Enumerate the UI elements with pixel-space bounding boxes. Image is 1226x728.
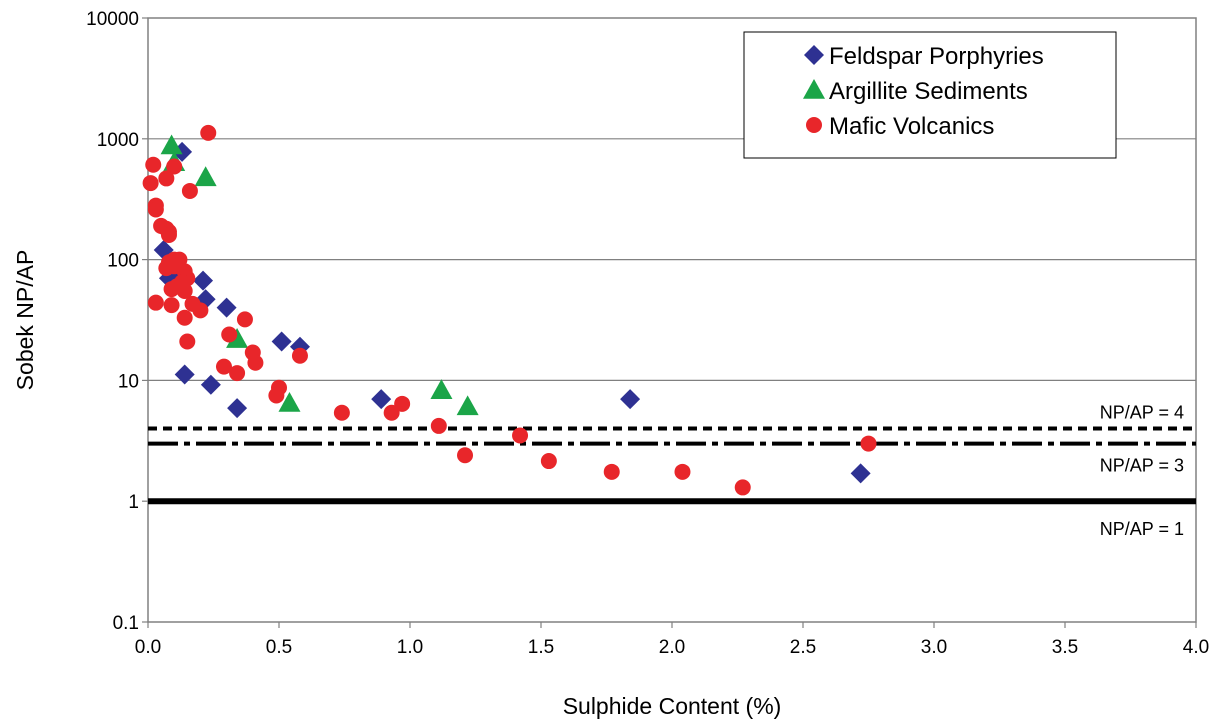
x-axis-ticks: 0.0 0.5 1.0 1.5 2.0 2.5 3.0 3.5 4.0 [135,622,1209,658]
data-point [176,309,193,326]
data-point [540,453,557,470]
data-point [145,156,162,173]
legend-marker [803,79,825,99]
data-point [200,124,217,141]
data-point [236,311,253,328]
series-2 [160,134,479,416]
legend-label: Feldspar Porphyries [829,43,1044,70]
x-tick-label: 4.0 [1183,637,1209,658]
data-point [383,404,400,421]
data-points [142,124,877,496]
reference-line-label: NP/AP = 1 [1100,519,1184,539]
data-point [179,333,196,350]
data-point [430,379,453,399]
data-point [430,417,447,434]
data-point [221,326,238,343]
y-tick-label: 1 [128,492,139,513]
data-point [512,427,529,444]
data-point [193,270,214,291]
data-point [216,297,237,318]
data-point [333,404,350,421]
data-point [147,201,164,218]
x-tick-label: 3.0 [921,637,947,658]
data-point [394,395,411,412]
data-point [192,302,209,319]
data-point [456,395,479,416]
series-3 [142,124,877,496]
x-tick-label: 1.5 [528,637,554,658]
y-axis-title: Sobek NP/AP [12,250,38,391]
data-point [166,158,183,175]
x-tick-label: 0.0 [135,637,161,658]
data-point [215,358,232,375]
data-point [226,328,249,348]
data-point [160,134,183,155]
legend: Feldspar Porphyries Argillite Sediments Ma… [743,31,1117,159]
y-tick-label: 1000 [97,130,139,151]
data-point [227,398,248,419]
data-point [850,463,871,484]
data-point [291,347,308,364]
x-tick-label: 2.0 [659,637,685,658]
x-tick-label: 1.0 [397,637,423,658]
y-tick-label: 100 [107,251,139,272]
data-point [674,463,691,480]
data-point [278,392,301,412]
data-point [271,331,292,352]
grid-lines [148,138,1196,502]
data-point [147,294,164,311]
series-1 [153,141,871,484]
data-point [160,226,177,243]
data-point [247,354,264,371]
data-point [229,365,246,382]
data-point [620,389,641,410]
y-tick-label: 10 [118,371,139,392]
legend-marker [804,45,824,65]
data-point [734,479,751,496]
legend-marker [806,117,822,133]
data-point [176,282,193,299]
legend-label: Mafic Volcanics [829,113,994,140]
x-tick-label: 2.5 [790,637,816,658]
y-tick-label: 10000 [86,9,139,30]
x-tick-label: 3.5 [1052,637,1078,658]
y-tick-label: 0.1 [113,613,139,634]
data-point [194,166,217,187]
data-point [603,463,620,480]
data-point [860,435,877,452]
data-point [174,364,195,385]
data-point [200,374,221,395]
reference-line-label: NP/AP = 4 [1100,402,1184,422]
reference-line-label: NP/AP = 3 [1100,456,1184,476]
x-axis-title: Sulphide Content (%) [563,693,782,719]
data-point [158,170,175,187]
data-point [163,297,180,314]
data-point [142,175,159,192]
data-point [181,182,198,199]
data-point [371,389,392,410]
legend-label: Argillite Sediments [829,78,1028,105]
x-tick-label: 0.5 [266,637,292,658]
data-point [457,447,474,464]
y-axis-ticks: 0.1 1 10 100 1000 10000 [86,9,148,634]
reference-lines: NP/AP = 4 NP/AP = 3 NP/AP = 1 [148,402,1196,539]
data-point [163,281,180,298]
data-point [268,387,285,404]
